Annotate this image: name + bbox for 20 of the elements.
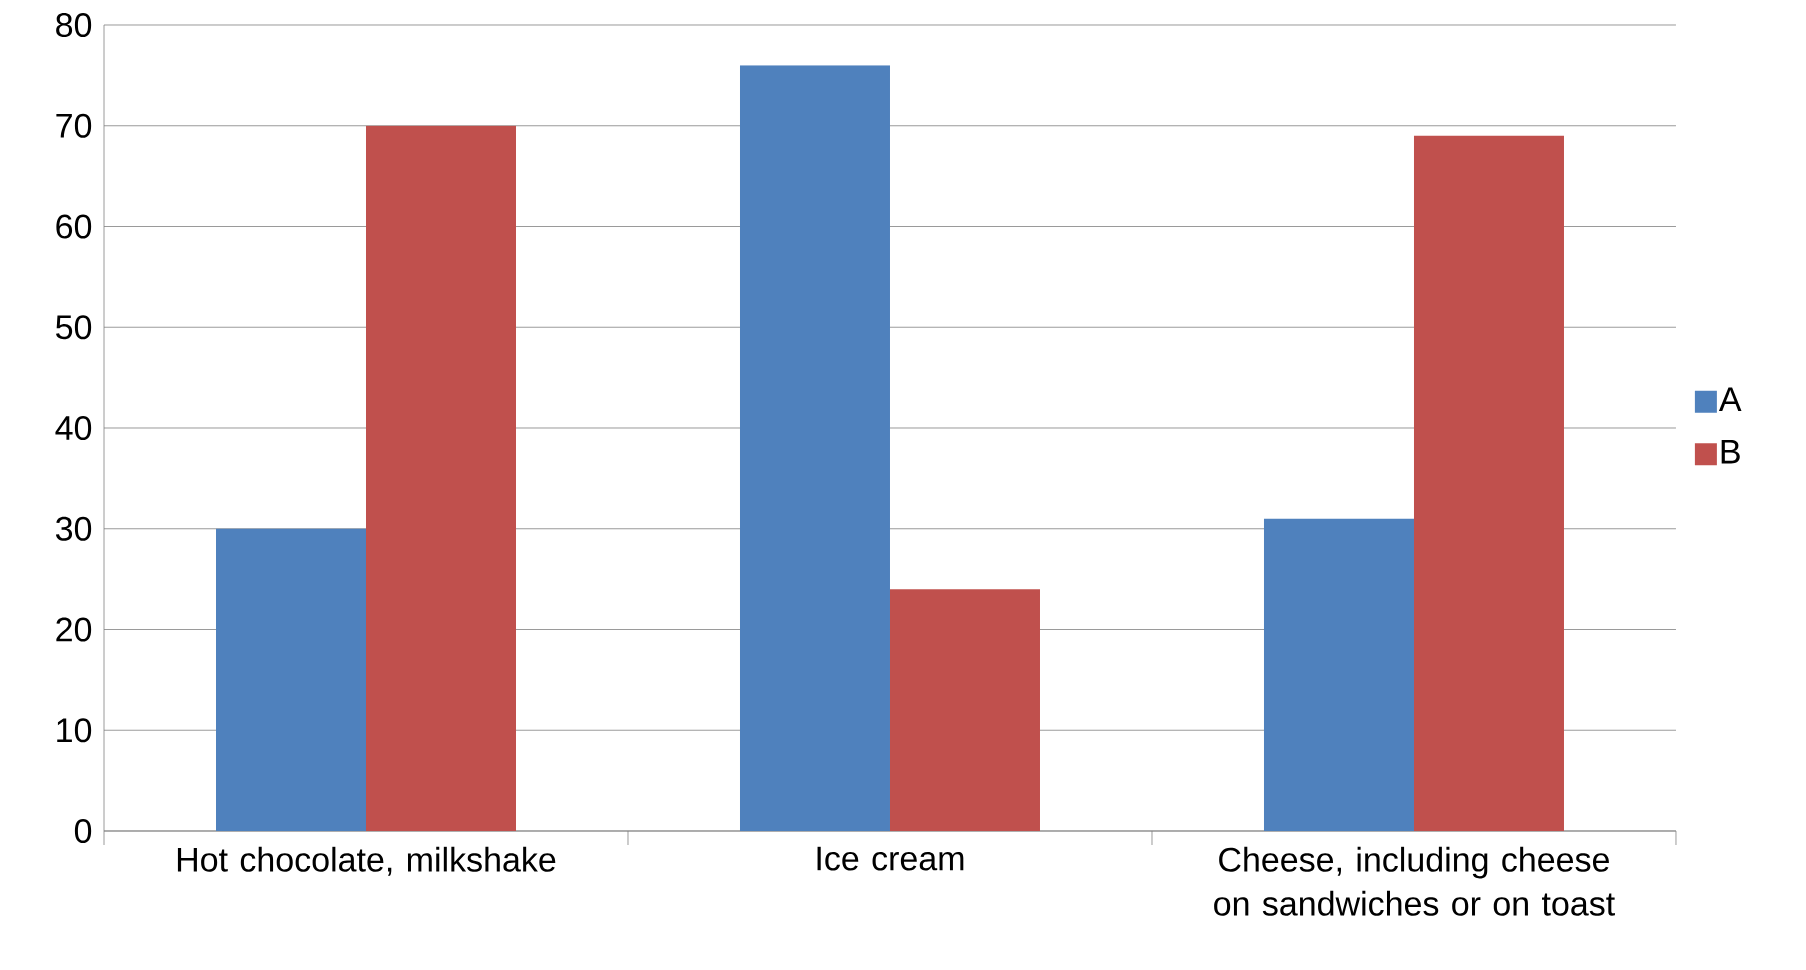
bar [739, 65, 890, 831]
legend-label: B [1721, 439, 1740, 464]
x-tick-label: Hot chocolate, milkshake [177, 846, 556, 876]
bar [366, 125, 516, 831]
y-tick-label: 20 [56, 617, 92, 642]
y-tick-label: 60 [56, 214, 92, 239]
x-tick-label: Ice cream [817, 846, 964, 871]
y-tick-label: 40 [55, 415, 92, 441]
bar [889, 589, 1040, 831]
bar [216, 528, 366, 831]
y-tick-label: 80 [56, 12, 92, 38]
y-tick-label: 0 [74, 818, 92, 844]
y-tick-label: 70 [56, 113, 92, 138]
y-tick-label: 10 [57, 718, 92, 743]
bar [1263, 518, 1414, 831]
legend-label: A [1718, 387, 1742, 411]
y-tick-label: 30 [55, 516, 92, 541]
x-tick-label: Cheese, including cheese on sandwiches or on toast [1214, 846, 1615, 916]
bar [1413, 135, 1564, 831]
y-tick-label: 50 [56, 315, 92, 340]
